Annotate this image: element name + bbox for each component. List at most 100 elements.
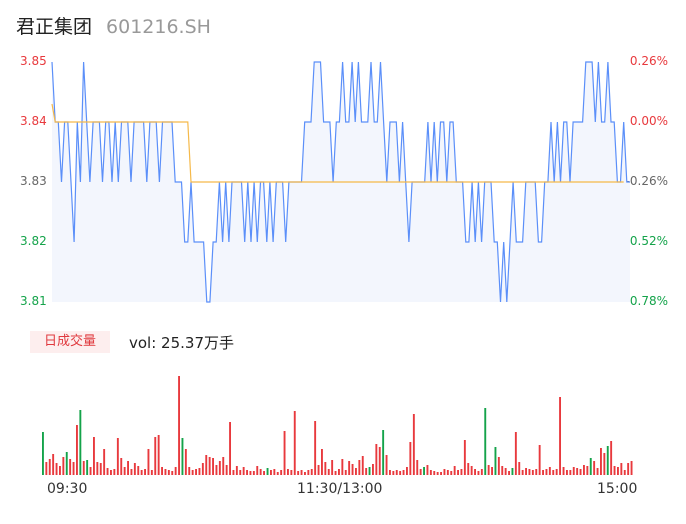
volume-bar bbox=[133, 463, 136, 475]
pct-tick-label: -0.52% bbox=[625, 234, 668, 248]
volume-bar bbox=[518, 462, 521, 475]
volume-bar bbox=[355, 468, 357, 475]
pct-tick-label: -0.78% bbox=[625, 294, 668, 308]
volume-bar bbox=[235, 466, 238, 475]
volume-bar bbox=[576, 468, 579, 475]
volume-bar bbox=[511, 468, 514, 475]
x-tick-label: 11:30/13:00 bbox=[297, 481, 383, 497]
volume-bar bbox=[45, 462, 48, 475]
volume-bar bbox=[232, 470, 235, 475]
volume-bar bbox=[89, 467, 92, 475]
volume-bar bbox=[589, 458, 592, 475]
volume-bar bbox=[484, 408, 487, 475]
volume-bar bbox=[630, 461, 633, 475]
volume-bar bbox=[76, 425, 78, 475]
volume-bar bbox=[287, 469, 289, 475]
avg-line-group bbox=[51, 103, 624, 183]
volume-bar bbox=[120, 458, 123, 475]
volume-bar bbox=[174, 467, 177, 475]
volume-bar bbox=[365, 468, 368, 475]
volume-bar bbox=[338, 469, 340, 475]
price-tick-label: 3.84 bbox=[20, 114, 47, 128]
volume-bar bbox=[184, 449, 187, 475]
volume-bar bbox=[280, 470, 283, 475]
volume-bar bbox=[171, 471, 174, 475]
volume-bar bbox=[474, 469, 476, 475]
volume-bar bbox=[412, 414, 415, 475]
volume-bar bbox=[164, 469, 167, 475]
x-tick-label: 15:00 bbox=[597, 481, 638, 497]
volume-bar bbox=[266, 468, 269, 475]
volume-bar bbox=[246, 470, 248, 475]
volume-bar bbox=[195, 469, 197, 475]
volume-bar bbox=[99, 463, 102, 475]
volume-bar bbox=[538, 445, 541, 475]
volume-bar bbox=[273, 469, 276, 475]
volume-bar bbox=[297, 471, 300, 475]
volume-bar bbox=[378, 447, 381, 475]
volume-bar bbox=[62, 457, 65, 475]
volume-bar bbox=[334, 471, 337, 475]
volume-tag: 日成交量 bbox=[30, 331, 110, 353]
volume-bar bbox=[545, 469, 548, 475]
volume-bar bbox=[178, 376, 180, 475]
volume-bar bbox=[252, 471, 255, 475]
volume-bar bbox=[375, 444, 378, 475]
volume-bar bbox=[249, 471, 252, 475]
volume-bar bbox=[562, 467, 565, 475]
volume-bar bbox=[157, 435, 160, 475]
volume-label: vol: 25.37万手 bbox=[129, 334, 234, 352]
volume-bar bbox=[382, 430, 385, 475]
volume-bar bbox=[467, 463, 470, 475]
volume-bar bbox=[433, 471, 436, 475]
volume-bar bbox=[399, 471, 402, 475]
x-tick-label: 09:30 bbox=[47, 481, 88, 497]
volume-bar bbox=[429, 470, 432, 475]
volume-bar bbox=[583, 465, 585, 475]
volume-bar bbox=[218, 461, 221, 475]
volume-bar bbox=[402, 470, 405, 475]
volume-bar bbox=[123, 467, 126, 475]
volume-bar bbox=[103, 449, 106, 475]
volume-bar bbox=[307, 470, 310, 475]
volume-bar bbox=[48, 459, 51, 475]
volume-bar bbox=[531, 470, 534, 475]
volume-bar bbox=[368, 467, 371, 475]
volume-bar bbox=[106, 468, 109, 475]
volume-bar bbox=[406, 467, 408, 475]
volume-bar bbox=[552, 470, 555, 475]
volume-bar bbox=[270, 470, 272, 475]
volume-bar bbox=[65, 452, 68, 475]
volume-bar bbox=[446, 470, 449, 475]
volume-bar bbox=[82, 461, 85, 475]
volume-bar bbox=[344, 470, 347, 475]
volume-bar bbox=[161, 467, 163, 475]
volume-bar bbox=[140, 470, 143, 475]
volume-bar bbox=[52, 454, 55, 475]
pct-tick-label: 0.00% bbox=[629, 114, 668, 128]
volume-bar bbox=[491, 467, 493, 475]
volume-bar bbox=[304, 472, 306, 475]
volume-bar bbox=[222, 457, 225, 475]
volume-bar bbox=[559, 397, 561, 475]
volume-bar bbox=[358, 460, 361, 475]
volume-bar bbox=[555, 469, 558, 475]
volume-bar bbox=[263, 471, 265, 475]
volume-bar bbox=[372, 464, 374, 475]
volume-bar bbox=[55, 463, 58, 475]
avg-price-line bbox=[51, 103, 624, 183]
volume-bar bbox=[426, 465, 429, 475]
volume-bar bbox=[593, 461, 596, 475]
volume-bar bbox=[110, 470, 112, 475]
volume-bar bbox=[440, 472, 442, 475]
volume-bar bbox=[154, 437, 157, 475]
volume-bar bbox=[215, 465, 218, 475]
volume-bar bbox=[617, 467, 619, 475]
volume-bar bbox=[497, 457, 500, 475]
volume-bar bbox=[470, 466, 473, 475]
volume-bar bbox=[460, 469, 463, 475]
volume-bar bbox=[392, 471, 395, 475]
price-tick-label: 3.82 bbox=[20, 234, 47, 248]
volume-bar bbox=[256, 466, 259, 475]
